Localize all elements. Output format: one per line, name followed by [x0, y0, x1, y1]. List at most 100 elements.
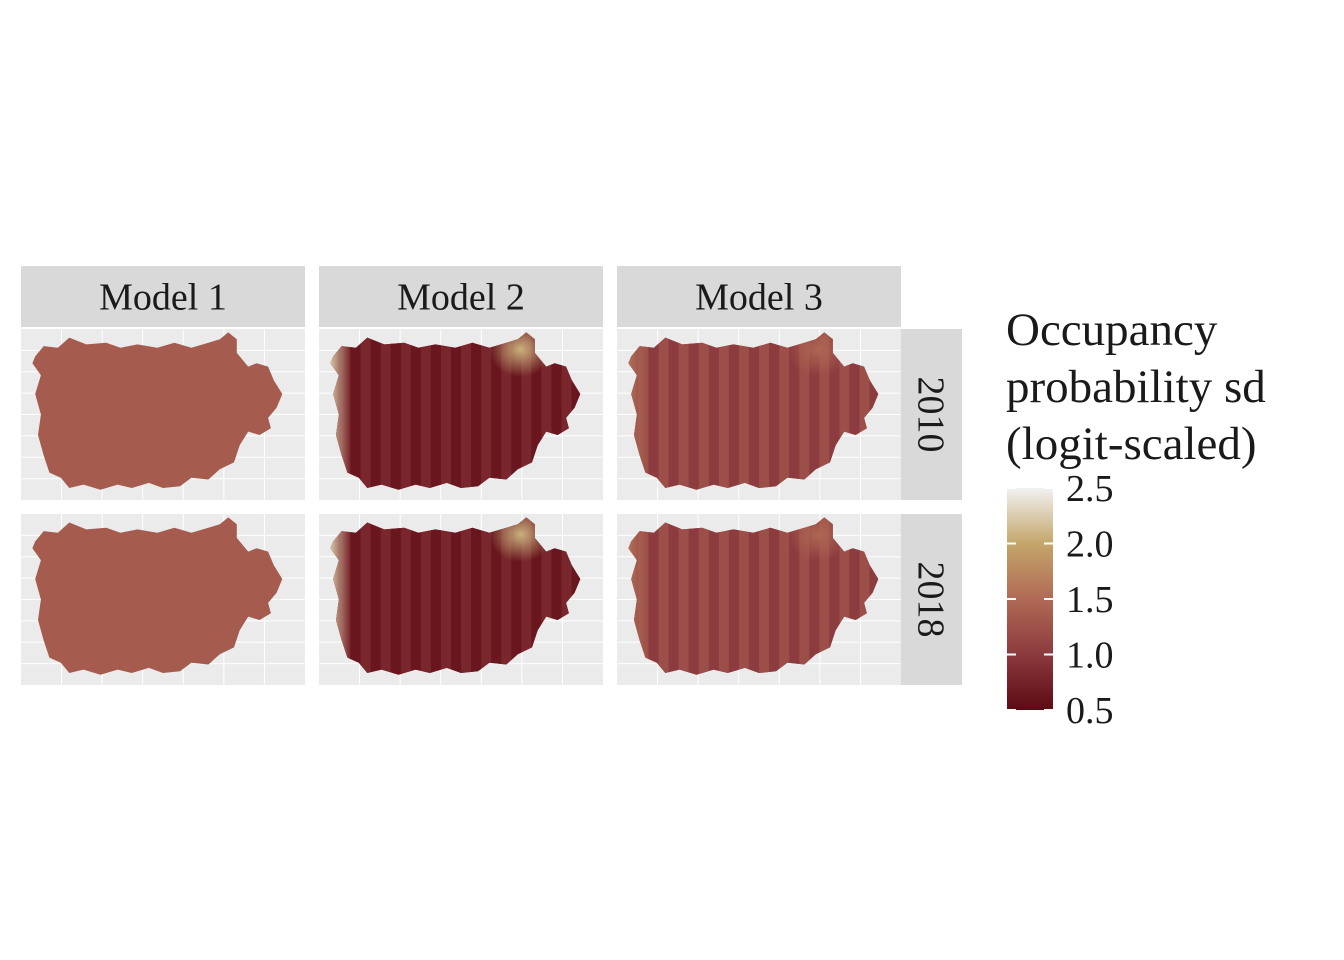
surface-stripe: [511, 332, 522, 490]
surface-stripe: [809, 517, 820, 675]
surface-stripe: [738, 517, 750, 675]
surface-stripe: [531, 517, 542, 675]
surface-stripe: [350, 332, 362, 490]
surface-stripe: [668, 517, 680, 675]
surface-stripe: [648, 332, 660, 490]
surface-stripe: [789, 517, 800, 675]
panel-model-1-2010: [21, 329, 305, 500]
surface-stripe: [440, 517, 452, 675]
surface-stripe: [360, 517, 372, 675]
surface-stripe: [769, 517, 780, 675]
surface-stripe: [698, 332, 710, 490]
surface-stripe: [481, 517, 492, 675]
panel-model-2-2010: [319, 329, 603, 500]
surface-stripe: [420, 517, 432, 675]
surface-stripe: [819, 332, 830, 490]
surface-stripe: [859, 517, 871, 675]
surface-stripe: [521, 332, 532, 490]
surface-stripe: [491, 332, 502, 490]
surface-stripe: [350, 517, 362, 675]
surface-stripe: [759, 517, 770, 675]
surface-stripe: [769, 332, 780, 490]
surface-stripe: [708, 332, 720, 490]
surface-stripe: [799, 517, 810, 675]
surface-stripe: [370, 517, 382, 675]
surface-stripe: [779, 517, 790, 675]
surface-stripe: [461, 517, 472, 675]
strip-top-label: Model 1: [99, 277, 227, 319]
surface-stripe: [698, 517, 710, 675]
legend-title-line: (logit-scaled): [1006, 418, 1257, 470]
surface-stripe: [839, 332, 850, 490]
surface-stripe: [648, 517, 660, 675]
surface-stripe: [849, 517, 860, 675]
surface-stripe: [491, 517, 502, 675]
surface-stripe: [400, 332, 412, 490]
surface-stripe: [759, 332, 770, 490]
surface-stripe: [779, 332, 790, 490]
panel-model-2-2018: [319, 514, 603, 685]
surface-stripe: [561, 517, 573, 675]
surface-stripe: [718, 517, 730, 675]
surface-stripe: [370, 332, 382, 490]
strip-top-label: Model 2: [397, 277, 525, 319]
surface-stripe: [380, 517, 392, 675]
strip-right-label: 2018: [910, 562, 952, 638]
surface-stripe: [450, 332, 462, 490]
colorbar-tick-label: 0.5: [1066, 690, 1114, 732]
surface-stripe: [829, 332, 840, 490]
surface-stripe: [829, 517, 840, 675]
strip-top-3: [617, 266, 901, 327]
surface-stripe: [501, 517, 512, 675]
surface-stripe: [658, 332, 670, 490]
surface-stripe: [678, 332, 690, 490]
panel-model-3-2010: [617, 329, 901, 500]
surface-stripe: [859, 332, 871, 490]
strip-right-label: 2010: [910, 377, 952, 453]
surface-stripe: [440, 332, 452, 490]
strip-right-2018: [901, 514, 962, 685]
legend-title-line: probability sd: [1006, 361, 1266, 413]
surface-stripe: [728, 332, 740, 490]
surface-stripe: [688, 332, 700, 490]
surface-stripe: [511, 517, 522, 675]
surface-stripe: [400, 517, 412, 675]
surface-stripe: [360, 332, 372, 490]
colorbar-tick-label: 2.0: [1066, 524, 1114, 566]
surface-stripe: [718, 332, 730, 490]
colorbar-tick-label: 2.5: [1066, 468, 1114, 510]
surface-stripe: [668, 332, 680, 490]
surface-stripe: [390, 517, 402, 675]
panel-model-1-2018: [21, 514, 305, 685]
surface-stripe: [450, 517, 462, 675]
strip-top-label: Model 3: [695, 277, 823, 319]
surface-stripe: [410, 517, 422, 675]
surface-stripe: [809, 332, 820, 490]
surface-stripe: [839, 517, 850, 675]
surface-stripe: [521, 517, 532, 675]
surface-stripe: [471, 517, 482, 675]
surface-stripe: [658, 517, 670, 675]
surface-stripe: [728, 517, 740, 675]
surface-stripe: [461, 332, 472, 490]
surface-stripe: [561, 332, 573, 490]
surface-stripe: [819, 517, 830, 675]
surface-stripe: [748, 517, 760, 675]
surface-stripe: [708, 517, 720, 675]
panel-model-3-2018: [617, 514, 901, 685]
surface-stripe: [410, 332, 422, 490]
colorbar-tick-label: 1.0: [1066, 635, 1114, 677]
strip-top-1: [21, 266, 305, 327]
surface-stripe: [430, 517, 442, 675]
surface-stripe: [551, 517, 562, 675]
surface-stripe: [688, 517, 700, 675]
surface-stripe: [471, 332, 482, 490]
surface-stripe: [748, 332, 760, 490]
surface-stripe: [430, 332, 442, 490]
legend-title-line: Occupancy: [1006, 304, 1218, 356]
surface-stripe: [390, 332, 402, 490]
surface-stripe: [799, 332, 810, 490]
surface-stripe: [501, 332, 512, 490]
